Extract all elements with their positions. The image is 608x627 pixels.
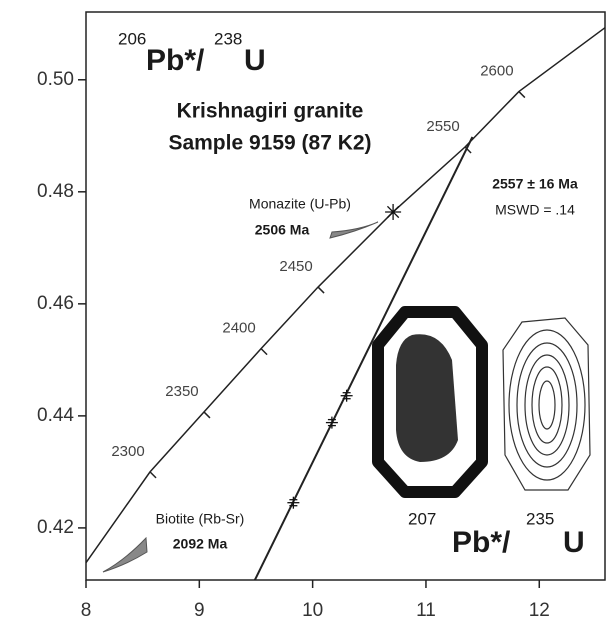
x-tick-label: 10	[302, 600, 323, 621]
age-label: 2400	[222, 320, 255, 337]
age-tick	[318, 287, 324, 293]
age-tick	[261, 349, 267, 355]
age-tick	[150, 472, 156, 478]
data-point	[326, 417, 338, 429]
age-tick	[519, 92, 525, 98]
y-tick-label: 0.48	[37, 181, 74, 202]
zircon-right	[503, 318, 590, 490]
chart-title: Krishnagiri granite	[177, 100, 364, 123]
annotation: 2557 ± 16 Ma	[492, 176, 578, 192]
age-label: 2600	[480, 63, 513, 80]
chart: Krishnagiri granite Sample 9159 (87 K2) …	[0, 0, 608, 627]
y-label-sup: 206	[118, 29, 146, 48]
annotation: Biotite (Rb-Sr)	[156, 511, 245, 527]
x-tick-label: 9	[194, 600, 205, 621]
x-label-text: Pb*/	[452, 526, 511, 559]
x-label-sup: 235	[526, 509, 554, 528]
y-label-sup: 238	[214, 29, 242, 48]
plot-frame	[86, 12, 605, 580]
age-tick	[204, 412, 210, 418]
data-point	[287, 497, 299, 509]
y-tick-label: 0.46	[37, 293, 74, 314]
y-label-text: Pb*/	[146, 44, 205, 77]
age-label: 2450	[279, 258, 312, 275]
y-tick-label: 0.42	[37, 517, 74, 538]
y-tick-label: 0.44	[37, 405, 74, 426]
age-label: 2300	[111, 443, 144, 460]
age-label: 2350	[165, 383, 198, 400]
x-tick-label: 12	[529, 600, 550, 621]
x-tick-label: 8	[81, 600, 92, 621]
x-tick-label: 11	[416, 600, 436, 621]
x-label-text: U	[563, 526, 585, 559]
annotation: Monazite (U-Pb)	[249, 196, 351, 212]
monazite-wedge	[330, 222, 378, 238]
annotation: 2092 Ma	[173, 536, 228, 552]
y-tick-label: 0.50	[37, 69, 74, 90]
age-label: 2550	[426, 118, 459, 135]
annotation: MSWD = .14	[495, 202, 575, 218]
chart-subtitle: Sample 9159 (87 K2)	[168, 132, 371, 155]
x-label-sup: 207	[408, 509, 436, 528]
zircon-left	[378, 312, 482, 492]
monazite-point	[385, 204, 401, 220]
annotation: 2506 Ma	[255, 222, 310, 238]
y-label-text: U	[244, 44, 266, 77]
biotite-wedge	[103, 538, 147, 572]
